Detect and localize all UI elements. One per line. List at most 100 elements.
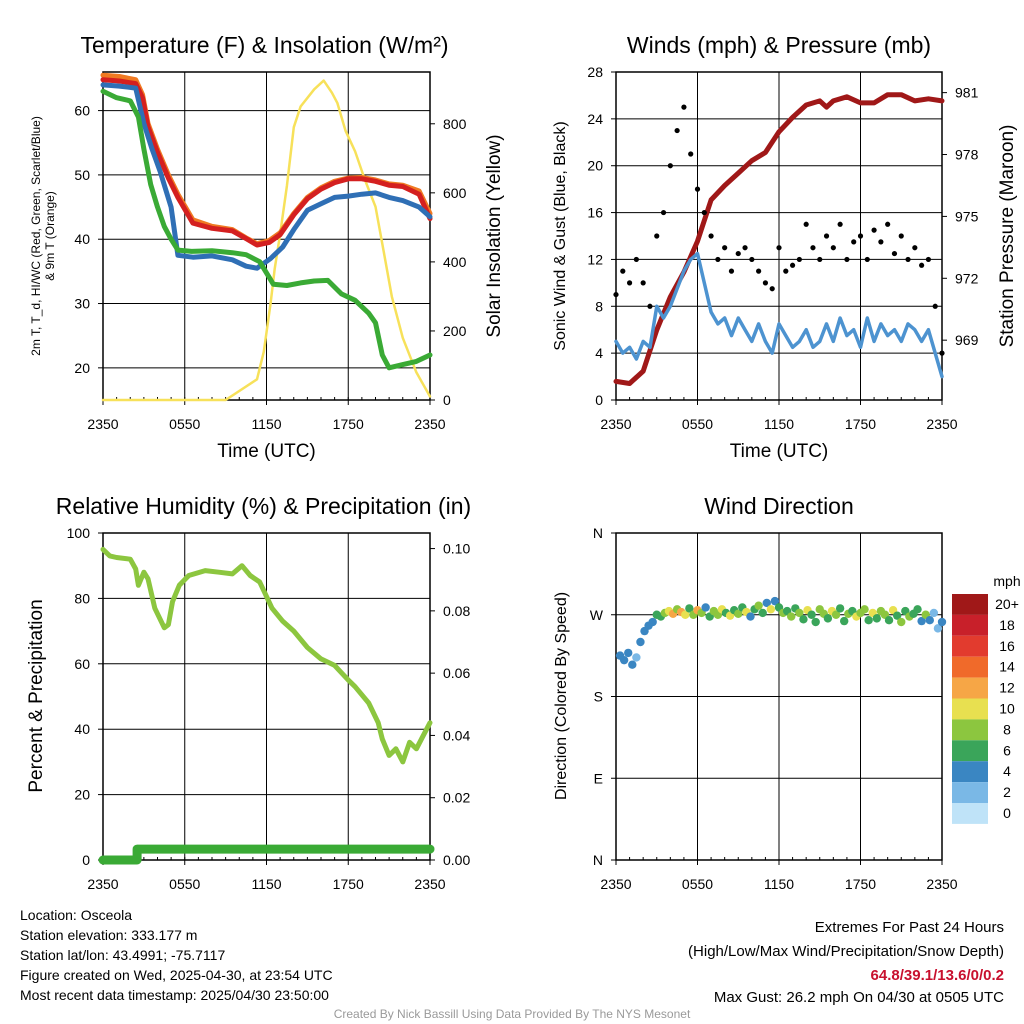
temperature-hi-wc-line [100,82,433,271]
winds-gust-point [715,256,721,263]
winds-gust-point [694,186,701,192]
humidity-y-tick-label: 40 [74,721,90,737]
direction-legend-swatch [952,803,988,824]
direction-direction-point [917,616,926,626]
humidity-x-tick-label: 1150 [251,876,281,892]
humidity-relative-humidity-line [100,546,433,765]
direction-title: Wind Direction [704,493,854,519]
direction-direction-point [701,603,710,612]
winds-gust-point [722,245,728,251]
direction-legend-label: 10 [999,701,1015,717]
humidity-y-tick-label: 80 [74,590,90,606]
winds-y2-tick-label: 978 [955,147,979,163]
direction-direction-point [929,608,939,618]
direction-direction-point [754,601,763,610]
winds-gust-point [674,127,680,134]
direction-direction-point [648,617,657,627]
direction-y-tick-label: S [594,689,603,705]
humidity-y-tick-label: 20 [74,787,90,803]
winds-y-tick-label: 28 [587,64,603,80]
direction-direction-point [762,598,771,608]
temperature-y2-tick-label: 200 [443,323,467,339]
humidity-y-tick-label: 100 [67,525,91,541]
humidity-title: Relative Humidity (%) & Precipitation (i… [56,493,471,519]
winds-gust-point [776,245,782,251]
direction-y-tick-label: W [590,607,604,623]
winds-gust-point [756,268,762,274]
temperature-x-tick-label: 2350 [414,416,445,432]
winds-gust-point [891,250,898,257]
direction-legend-label: 0 [1003,805,1011,821]
direction-legend-label: 2 [1003,784,1011,800]
direction-legend-label: 20+ [995,596,1019,612]
direction-legend-swatch [952,614,988,636]
winds-gust-point [871,227,877,233]
winds-gust-point [857,233,864,239]
direction-direction-point [685,604,694,613]
temperature-x-tick-label: 2350 [87,416,118,432]
temperature-2m-t-line [100,77,433,248]
winds-y2-tick-label: 969 [955,332,979,348]
direction-direction-point [913,605,922,614]
direction-direction-point [636,637,645,647]
humidity-x-tick-label: 2350 [414,876,445,892]
winds-gust-point [647,303,653,309]
winds-gust-point [925,256,932,263]
direction-legend-label: 8 [1003,721,1011,737]
direction-direction-point [807,610,816,619]
direction-legend-label: 4 [1003,763,1011,779]
temperature-solar-insolation-line [101,79,432,402]
winds-title: Winds (mph) & Pressure (mb) [627,32,931,58]
direction-legend-swatch [952,656,988,678]
temperature-title: Temperature (F) & Insolation (W/m²) [80,32,448,58]
humidity-precipitation-line [98,844,435,865]
temperature-x-tick-label: 0550 [169,416,200,432]
humidity-y2-tick-label: 0.02 [443,790,470,806]
temperature-y-tick-label: 50 [74,167,90,183]
direction-direction-point [872,614,881,623]
direction-x-tick-label: 0550 [682,876,713,892]
direction-direction-point [835,604,845,613]
winds-gust-point [939,350,945,356]
max-gust-text: Max Gust: 26.2 mph On 04/30 at 0505 UTC [713,989,1004,1006]
extremes-subtitle: (High/Low/Max Wind/Precipitation/Snow De… [688,943,1004,960]
winds-gust-point [688,151,694,157]
winds-gust-point [660,209,667,216]
winds-gust-point [810,245,816,251]
direction-direction-point [632,653,641,662]
temperature-y-label: 2m T, T_d, HI/WC (Red, Green, Scarlet/Bl… [29,116,43,356]
humidity-x-tick-label: 2350 [87,876,118,892]
winds-x-tick-label: 2350 [926,416,957,432]
temperature-y2-tick-label: 800 [443,116,467,132]
direction-direction-point [933,624,943,633]
temperature-dew-point-line [100,88,433,371]
temperature-y-tick-label: 60 [74,103,90,119]
winds-y-tick-label: 8 [595,298,603,314]
winds-gust-point [640,280,646,286]
temperature-y2-tick-label: 0 [443,392,451,408]
humidity-y2-tick-label: 0.10 [443,541,470,557]
direction-legend-label: 6 [1003,742,1011,758]
direction-y-tick-label: E [594,770,603,786]
winds-y-tick-label: 24 [587,111,603,127]
winds-gust-point [864,256,870,263]
direction-y-tick-label: N [593,852,603,868]
direction-direction-point [746,612,755,621]
humidity-y2-tick-label: 0.06 [443,665,470,681]
recent-data-text: Most recent data timestamp: 2025/04/30 2… [20,987,329,1003]
location-text: Location: Osceola [20,907,133,923]
temperature-y-label-line2: & 9m T (Orange) [43,191,57,281]
direction-legend-swatch [952,594,988,615]
direction-direction-point [681,610,690,619]
winds-gust-point [667,163,673,169]
winds-gust-point [844,256,850,263]
direction-direction-point [864,616,873,625]
temperature-y-tick-label: 20 [74,360,90,376]
winds-gust-point [878,239,884,245]
winds-y-tick-label: 12 [587,251,603,267]
winds-gust-point [728,268,735,274]
temperature-y-tick-label: 30 [74,296,90,312]
winds-x-tick-label: 0550 [682,416,713,432]
direction-x-tick-label: 2350 [926,876,957,892]
direction-direction-point [787,612,796,621]
